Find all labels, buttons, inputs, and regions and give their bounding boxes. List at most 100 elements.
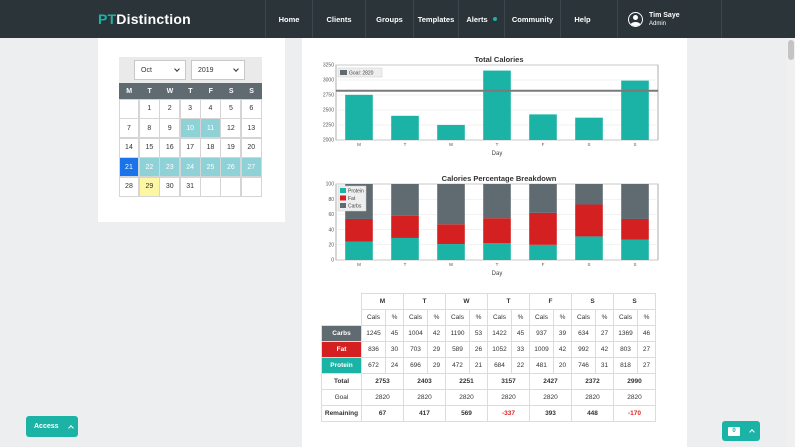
calendar-day[interactable]: 21 xyxy=(118,157,140,177)
calendar-day[interactable]: 30 xyxy=(159,176,181,197)
day-header: T xyxy=(403,293,446,310)
calendar-day[interactable]: 3 xyxy=(179,98,201,119)
calendar-day[interactable]: 16 xyxy=(159,137,181,158)
nav-item-community[interactable]: Community xyxy=(504,0,560,38)
table-cell: 481 xyxy=(529,357,554,374)
scroll-thumb[interactable] xyxy=(788,40,794,60)
calendar-day[interactable]: 8 xyxy=(138,118,160,138)
calendar-day[interactable]: 14 xyxy=(118,137,140,158)
table-cell: 1190 xyxy=(445,325,470,342)
table-cell: 937 xyxy=(529,325,554,342)
chevron-down-icon xyxy=(233,66,239,72)
protein-segment xyxy=(391,237,419,260)
user-menu[interactable]: Tim Saye Admin xyxy=(617,0,722,38)
carbs-segment xyxy=(437,184,465,225)
calendar-day[interactable]: 25 xyxy=(200,157,221,177)
table-cell: 992 xyxy=(571,341,596,358)
calendar-day[interactable]: 11 xyxy=(200,118,221,138)
nav-item-help[interactable]: Help xyxy=(560,0,604,38)
chevron-down-icon xyxy=(174,66,180,72)
y-tick-label: 3000 xyxy=(323,78,334,84)
weekday-header: T xyxy=(139,83,160,99)
top-navigation-bar: PTDistinction Home Clients Groups Templates… xyxy=(0,0,795,38)
x-tick-label: W xyxy=(449,142,454,147)
y-tick-label: 2000 xyxy=(323,138,334,144)
nav-item-templates[interactable]: Templates xyxy=(413,0,458,38)
table-cell: 684 xyxy=(487,357,512,374)
calendar-day[interactable]: 23 xyxy=(159,157,181,177)
calendar-day[interactable]: 19 xyxy=(220,137,242,158)
logo[interactable]: PTDistinction xyxy=(98,11,191,27)
legend-swatch xyxy=(340,188,346,193)
nav-item-alerts[interactable]: Alerts xyxy=(458,0,504,38)
nav-item-home[interactable]: Home xyxy=(265,0,312,38)
calendar-day[interactable]: 5 xyxy=(220,98,242,119)
x-tick-label: F xyxy=(542,262,545,267)
nav-item-label: Templates xyxy=(417,14,455,24)
calendar-day[interactable]: 24 xyxy=(179,157,201,177)
nav-menu: Home Clients Groups Templates Alerts Communit… xyxy=(265,0,604,38)
calendar-day[interactable]: 2 xyxy=(159,98,181,119)
calories-table: M T W T F S S Cals% Cals% Cals% Cals% Cals% Cals% Cal… xyxy=(321,293,656,422)
calorie-bar xyxy=(345,94,373,140)
calendar-day[interactable]: 27 xyxy=(240,157,262,177)
x-tick-label: S xyxy=(633,262,636,267)
calendar-day[interactable]: 6 xyxy=(240,98,262,119)
y-tick-label: 2500 xyxy=(323,108,334,114)
x-tick-label: M xyxy=(357,262,361,267)
calendar-day[interactable]: 4 xyxy=(200,98,221,119)
weekday-header: S xyxy=(220,83,242,99)
calendar-day[interactable]: 9 xyxy=(159,118,181,138)
calendar-day[interactable]: 12 xyxy=(220,118,242,138)
nav-item-label: Clients xyxy=(326,14,352,24)
table-cell: 42 xyxy=(427,325,446,342)
year-select[interactable]: 2019 xyxy=(191,60,245,80)
calendar-day[interactable]: 7 xyxy=(118,118,140,138)
calendar-day[interactable]: 18 xyxy=(200,137,221,158)
fat-segment xyxy=(437,224,465,245)
table-cell: 672 xyxy=(361,357,386,374)
table-cell: 2820 xyxy=(445,389,488,406)
chevron-up-icon xyxy=(67,424,74,431)
table-row: Goal 2820 2820 2820 2820 2820 2820 2820 xyxy=(321,389,656,406)
table-cell: 2820 xyxy=(361,389,404,406)
calendar-day[interactable]: 15 xyxy=(138,137,160,158)
x-axis-label: Day xyxy=(492,271,503,277)
calendar-day[interactable]: 10 xyxy=(179,118,201,138)
month-select[interactable]: Oct xyxy=(134,60,186,80)
table-cell: 3157 xyxy=(487,373,530,390)
table-row: Remaining 67 417 569 -337 393 448 -170 xyxy=(321,405,656,422)
calendar: Oct 2019 M T W T F S S 1 2 3 4 5 6 7 8 9 10 11 12 13 14 15 16 1… xyxy=(118,57,262,197)
nav-item-label: Home xyxy=(278,14,300,24)
table-cell: 31 xyxy=(595,357,614,374)
calendar-day[interactable]: 29 xyxy=(138,176,160,197)
calendar-day[interactable]: 28 xyxy=(118,176,140,197)
carbs-segment xyxy=(391,184,419,216)
calendar-day[interactable]: 17 xyxy=(179,137,201,158)
table-cell: -170 xyxy=(613,405,656,422)
y-tick-label: 80 xyxy=(328,197,334,203)
table-cell: 1422 xyxy=(487,325,512,342)
calendar-day[interactable]: 20 xyxy=(240,137,262,158)
protein-segment xyxy=(345,241,373,260)
calendar-day[interactable]: 31 xyxy=(179,176,201,197)
table-cell: 417 xyxy=(403,405,446,422)
scrollbar[interactable] xyxy=(787,38,795,447)
calendar-day[interactable]: 22 xyxy=(138,157,160,177)
chat-button[interactable]: 0 xyxy=(722,421,760,441)
access-button[interactable]: Access xyxy=(26,416,78,437)
nav-item-clients[interactable]: Clients xyxy=(312,0,365,38)
nav-item-groups[interactable]: Groups xyxy=(365,0,413,38)
table-subheader-row: Cals% Cals% Cals% Cals% Cals% Cals% Cals% xyxy=(321,309,656,326)
calorie-bar xyxy=(483,70,511,140)
user-name: Tim Saye xyxy=(649,11,680,19)
calendar-day[interactable]: 1 xyxy=(138,98,160,119)
calendar-day[interactable]: 26 xyxy=(220,157,242,177)
header-spacer xyxy=(321,309,362,326)
carbs-segment xyxy=(575,184,603,205)
day-header: M xyxy=(361,293,404,310)
y-tick-label: 40 xyxy=(328,227,334,233)
fat-segment xyxy=(345,218,373,242)
calorie-bar xyxy=(437,124,465,140)
calendar-day[interactable]: 13 xyxy=(240,118,262,138)
